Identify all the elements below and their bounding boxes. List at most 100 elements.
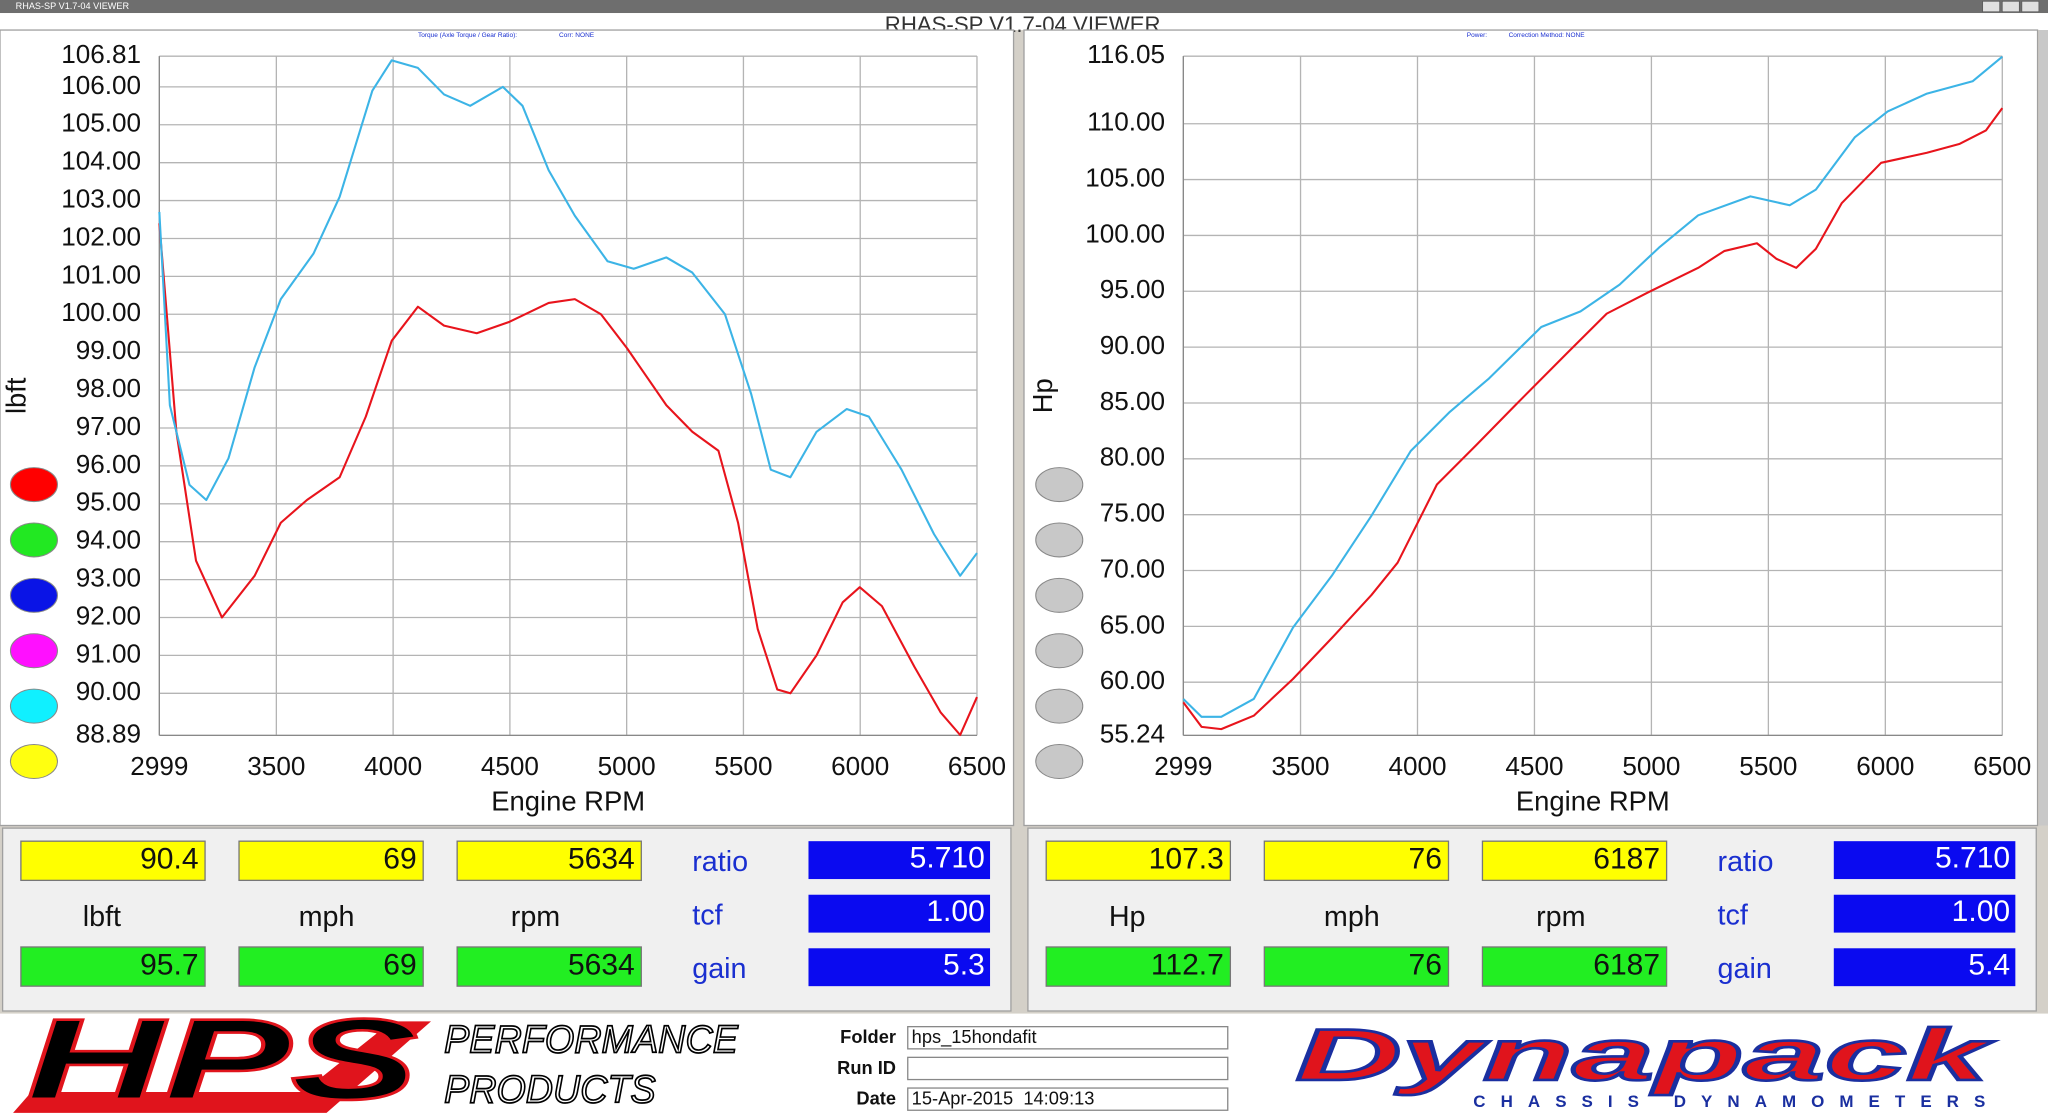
- y-tick-label: 94.00: [76, 525, 141, 555]
- field-box[interactable]: [907, 1056, 1229, 1081]
- unit-label: Hp: [1109, 901, 1146, 933]
- readout-panel: 107.3 76 6187 Hp mph rpm 112.7 76 6187 ratio 5.710…: [1027, 827, 2037, 1012]
- field-box[interactable]: [907, 1087, 1229, 1111]
- y-tick-label: 99.00: [76, 335, 141, 365]
- run-swatch[interactable]: [9, 633, 58, 669]
- field-label: Date: [856, 1088, 896, 1109]
- run-swatch[interactable]: [9, 577, 58, 613]
- brand-line: PRODUCTS: [444, 1068, 656, 1111]
- y-tick-label: 104.00: [61, 146, 141, 176]
- secondary-box: [456, 946, 642, 987]
- param-value: 1.00: [1952, 895, 2010, 928]
- unit-label: mph: [1324, 901, 1380, 933]
- window-title: RHAS-SP V1.7-04 VIEWER: [16, 1, 130, 11]
- primary-box: [1481, 840, 1668, 882]
- run-swatch[interactable]: [9, 467, 58, 503]
- run-swatch[interactable]: [1035, 467, 1084, 503]
- run-swatch[interactable]: [1035, 577, 1084, 613]
- field-label: Run ID: [837, 1057, 896, 1078]
- run-swatch[interactable]: [1035, 633, 1084, 669]
- readout-panel: 90.4 69 5634 lbft mph rpm 95.7 69 5634 ratio 5.710…: [1, 827, 1012, 1012]
- param-value: 5.4: [1968, 949, 2010, 982]
- y-axis-title: Hp: [1027, 378, 1058, 413]
- run-swatch[interactable]: [9, 688, 58, 724]
- primary-value: 107.3: [1149, 843, 1224, 876]
- unit-label: rpm: [511, 901, 560, 933]
- param-value: 5.710: [910, 841, 985, 874]
- run-swatch[interactable]: [1035, 743, 1084, 780]
- secondary-box: [1481, 946, 1668, 987]
- y-tick-label: 60.00: [1100, 665, 1165, 695]
- y-tick-label: 96.00: [76, 449, 141, 479]
- run-swatch[interactable]: [9, 743, 58, 780]
- y-tick-label: 55.24: [1100, 718, 1165, 748]
- y-tick-label: 100.00: [1085, 218, 1165, 248]
- param-box: [808, 894, 991, 933]
- field-box[interactable]: [907, 1026, 1229, 1050]
- y-tick-label: 106.81: [61, 39, 141, 69]
- primary-value: 69: [383, 843, 416, 876]
- y-tick-label: 101.00: [61, 259, 141, 289]
- field-label: Folder: [840, 1026, 896, 1047]
- footer: HPS PERFORMANCE PRODUCTS Folder hps_15hondaf…: [0, 995, 2048, 1119]
- maximize-button[interactable]: [2001, 0, 2020, 13]
- param-box: [1833, 948, 2016, 987]
- y-tick-label: 85.00: [1100, 386, 1165, 416]
- run-swatch[interactable]: [1035, 522, 1084, 558]
- x-tick-label: 4000: [1388, 751, 1446, 781]
- y-tick-label: 65.00: [1100, 609, 1165, 639]
- x-tick-label: 5500: [1739, 751, 1797, 781]
- y-tick-label: 116.05: [1087, 39, 1165, 69]
- x-tick-label: 6000: [831, 751, 889, 781]
- param-box: [808, 948, 991, 987]
- run-swatch[interactable]: [1035, 688, 1084, 724]
- param-box: [1833, 841, 2016, 880]
- y-tick-label: 80.00: [1100, 442, 1165, 472]
- param-label: tcf: [692, 900, 723, 932]
- x-tick-label: 6500: [1973, 751, 2031, 781]
- secondary-value: 112.7: [1151, 949, 1224, 982]
- x-tick-label: 3500: [1271, 751, 1329, 781]
- chart-header-label: Torque (Axle Torque / Gear Ratio):: [418, 32, 517, 39]
- secondary-value: 95.7: [140, 949, 198, 982]
- primary-box: [20, 840, 206, 882]
- primary-box: [1263, 840, 1450, 882]
- heading-strip: [0, 13, 2048, 31]
- x-tick-label: 5000: [1622, 751, 1680, 781]
- right-scrollbar: [2038, 30, 2048, 826]
- secondary-box: [1263, 946, 1450, 987]
- close-button[interactable]: [2021, 0, 2040, 13]
- param-label: gain: [692, 953, 746, 985]
- x-tick-label: 2999: [1154, 751, 1212, 781]
- run-swatch[interactable]: [9, 522, 58, 558]
- y-tick-label: 90.00: [76, 676, 141, 706]
- title-bar: [0, 0, 2048, 14]
- primary-value: 5634: [568, 843, 635, 876]
- secondary-box: [238, 946, 424, 987]
- primary-box: [238, 840, 424, 882]
- primary-box: [456, 840, 642, 882]
- secondary-box: [1045, 946, 1232, 987]
- minimize-button[interactable]: [1982, 0, 2000, 13]
- series-line: [1182, 107, 2004, 731]
- x-tick-label: 5000: [598, 751, 656, 781]
- y-tick-label: 95.00: [76, 487, 141, 517]
- secondary-value: 76: [1409, 949, 1442, 982]
- chart: Power: Correction Method: NONE 55.24 60.00 6…: [1023, 29, 2039, 827]
- primary-value: 6187: [1593, 843, 1660, 876]
- window-controls[interactable]: [1982, 0, 2040, 13]
- x-tick-label: 4500: [481, 751, 539, 781]
- secondary-value: 5634: [568, 949, 635, 982]
- y-tick-label: 92.00: [76, 600, 141, 630]
- y-tick-label: 90.00: [1100, 330, 1165, 360]
- y-tick-label: 110.00: [1087, 107, 1165, 137]
- param-box: [1833, 894, 2016, 933]
- y-tick-label: 105.00: [61, 108, 141, 138]
- chart-header-label: Power:: [1467, 32, 1487, 39]
- y-tick-label: 75.00: [1100, 498, 1165, 528]
- secondary-box: [20, 946, 206, 987]
- chart-header-label: Correction Method: NONE: [1509, 32, 1586, 39]
- x-tick-label: 3500: [247, 751, 305, 781]
- secondary-value: 69: [383, 949, 416, 982]
- primary-value: 76: [1409, 843, 1442, 876]
